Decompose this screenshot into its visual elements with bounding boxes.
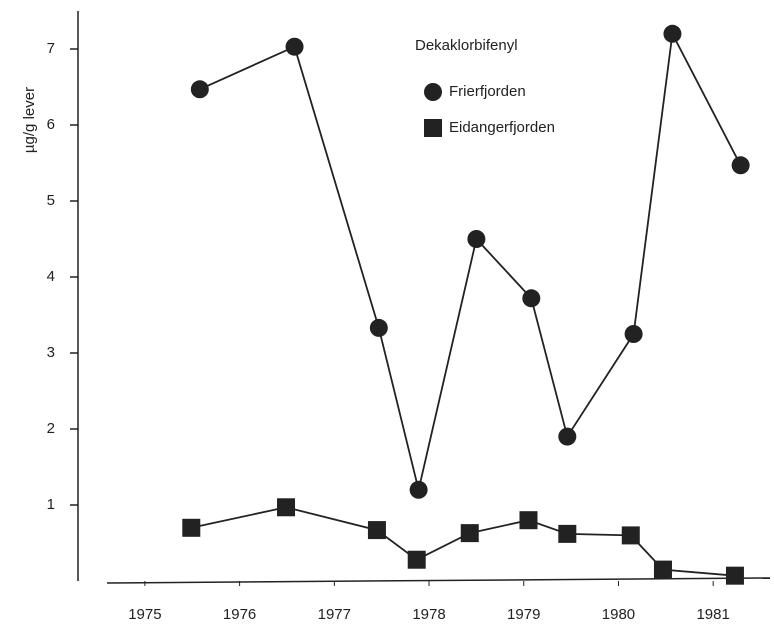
y-axis-label: µg/g lever [21,87,38,153]
data-point [519,511,538,530]
data-point [407,550,426,569]
data-point [277,498,296,517]
data-point [653,560,672,579]
x-tick-label: 1977 [318,606,351,623]
data-point [190,80,209,99]
data-point [522,289,541,308]
y-tick-label: 1 [47,496,55,513]
data-point [369,318,388,337]
x-tick-label: 1980 [602,606,635,623]
y-tick-label: 4 [47,268,55,285]
y-tick-label: 3 [47,344,55,361]
data-point [182,518,201,537]
y-tick-label: 6 [47,116,55,133]
legend-marker [424,83,442,101]
data-point [558,427,577,446]
data-point [731,156,750,175]
data-point [663,24,682,43]
series-line [199,30,742,491]
data-point [285,37,304,56]
y-tick-label: 5 [47,192,55,209]
x-tick-label: 1979 [507,606,540,623]
data-point [467,230,486,248]
data-point [460,524,479,543]
y-tick-label: 2 [47,420,55,437]
x-tick-label: 1978 [412,606,445,623]
data-point [621,526,640,545]
x-tick-label: 1975 [128,606,161,623]
data-point [367,521,386,540]
y-tick-label: 7 [47,40,55,57]
x-axis [106,577,771,584]
x-tick-label: 1981 [696,606,729,623]
x-tick-label: 1976 [223,606,256,623]
legend-label: Eidangerfjorden [449,119,555,136]
series-line [191,506,736,577]
data-point [624,325,643,343]
legend-marker [424,119,442,137]
data-point [558,524,577,543]
data-point [409,480,428,499]
data-point [725,566,744,585]
legend-label: Frierfjorden [449,83,526,100]
legend-title: Dekaklorbifenyl [415,37,518,54]
